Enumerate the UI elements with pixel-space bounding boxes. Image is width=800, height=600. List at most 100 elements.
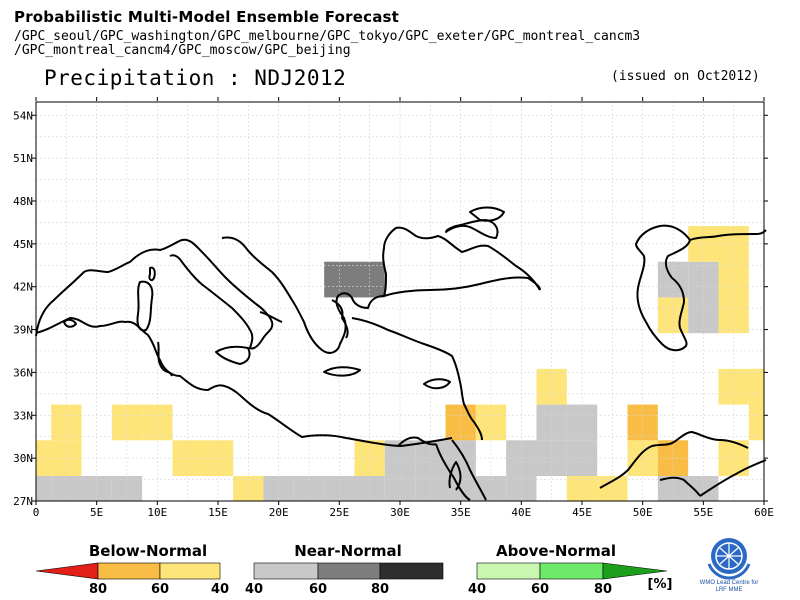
coastline-sicily [215, 345, 251, 365]
forecast-cell-0 [36, 476, 52, 501]
x-tick-label: 20E [269, 506, 289, 519]
coastline-balkans [221, 236, 385, 354]
coastline-sardinia [136, 280, 154, 332]
legend-swatch-near-40 [253, 562, 319, 580]
forecast-cell-4 [36, 440, 52, 476]
legend-title-below: Below-Normal [89, 542, 207, 560]
coastline-red-sea [435, 439, 487, 501]
y-tick-label: 51N [13, 152, 33, 165]
x-tick-label: 25E [329, 506, 349, 519]
forecast-cell-49 [718, 261, 749, 298]
coastline-balearic [63, 318, 77, 328]
forecast-cell-45 [688, 297, 719, 334]
forecast-cell-15 [354, 476, 385, 501]
wmo-logo-text: WMO Lead Centre for LRF MME [684, 580, 774, 594]
legend-swatch-below-40 [159, 562, 221, 580]
y-tick-label: 45N [13, 238, 33, 251]
coastline-turkey-south [351, 317, 483, 441]
x-tick-label: 55E [693, 506, 713, 519]
legend-unit: [%] [648, 577, 673, 592]
forecast-cell-16 [384, 476, 416, 501]
issued-date: (issued on Oct2012) [611, 69, 760, 84]
coastline-crete [323, 366, 361, 377]
forecast-cell-14 [324, 476, 355, 501]
legend-label-below: 80 [89, 582, 107, 597]
x-tick-label: 45E [572, 506, 592, 519]
forecast-cell-52 [324, 261, 355, 298]
x-tick-label: 50E [633, 506, 653, 519]
legend-label-near: 80 [371, 582, 389, 597]
wmo-logo-line2: LRF MME [715, 587, 743, 593]
x-tick-label: 40E [511, 506, 531, 519]
coastline-italy-heel [259, 311, 283, 323]
forecast-cell-48 [688, 261, 719, 298]
legend-label-near: 60 [309, 582, 327, 597]
coastline-persian-gulf [599, 431, 749, 497]
legend-swatch-below-60 [97, 562, 161, 580]
legend-label-above: 40 [468, 582, 486, 597]
y-tick-label: 39N [13, 324, 33, 337]
y-axis: 27N 30N 33N 36N 39N 42N 45N 48N 51N 54N [13, 109, 768, 508]
forecast-cell-17 [415, 476, 446, 501]
coastline-aegean [331, 299, 349, 339]
y-tick-label: 54N [13, 109, 33, 122]
legend-label-below: 60 [151, 582, 169, 597]
forecast-cell-11 [233, 476, 264, 501]
legend-swatch-below-80 [35, 562, 99, 580]
y-tick-label: 48N [13, 195, 33, 208]
forecast-cell-13 [293, 476, 325, 501]
legend-label-above: 60 [531, 582, 549, 597]
probability-cells [36, 226, 764, 501]
coastline-france-italy [129, 238, 274, 350]
forecast-cell-2 [81, 476, 112, 501]
x-axis: 0 5E 10E 15E 20E 25E 30E 35E 40E 45E 50E 55E 60E [33, 97, 774, 519]
model-list-line-1: /GPC_seoul/GPC_washington/GPC_melbourne/… [14, 29, 641, 44]
forecast-cell-46 [718, 297, 749, 334]
legend-swatch-above-40 [476, 562, 541, 580]
forecast-cell-41 [748, 404, 764, 441]
coastline-black-sea [382, 226, 541, 297]
x-tick-label: 5E [90, 506, 103, 519]
coastline-corsica [148, 266, 156, 282]
wmo-logo-line1: WMO Lead Centre for [699, 580, 759, 586]
coastline-azov [469, 206, 505, 222]
legend-title-near: Near-Normal [294, 542, 402, 560]
forecast-cell-33 [566, 476, 598, 501]
coastline-tunisia [157, 341, 173, 377]
y-tick-label: 27N [13, 495, 33, 508]
x-tick-label: 30E [390, 506, 410, 519]
x-tick-label: 15E [208, 506, 228, 519]
forecast-cell-3 [111, 476, 143, 501]
forecast-cell-1 [51, 476, 82, 501]
wmo-emblem-icon [707, 538, 751, 580]
coastlines [35, 206, 767, 501]
forecast-cell-20 [506, 476, 537, 501]
y-tick-label: 30N [13, 452, 33, 465]
legend-swatch-above-60 [539, 562, 604, 580]
y-tick-label: 36N [13, 366, 33, 379]
x-tick-label: 10E [147, 506, 167, 519]
coastline-cyprus [423, 378, 451, 390]
coastline-africa [35, 317, 453, 447]
model-list-line-2: /GPC_montreal_cancm4/GPC_moscow/GPC_beij… [14, 43, 351, 58]
coastline-crimea [445, 219, 499, 239]
legend-label-below: 40 [211, 582, 229, 597]
legend: Below-Normal 80 60 40 Near-Normal 40 60 80 Above… [35, 542, 673, 597]
legend-title-above: Above-Normal [496, 542, 616, 560]
coastline-iberia [35, 261, 131, 337]
legend-label-above: 80 [594, 582, 612, 597]
legend-swatch-near-60 [317, 562, 381, 580]
coastline-nile-delta [397, 436, 437, 447]
variable-title: Precipitation : NDJ2012 [44, 66, 347, 90]
y-tick-label: 33N [13, 409, 33, 422]
forecast-cell-53 [354, 261, 385, 298]
legend-swatch-near-80 [379, 562, 444, 580]
grid [35, 101, 765, 502]
legend-swatch-above-80 [602, 562, 668, 580]
coastline-iran-south [699, 459, 767, 497]
x-tick-label: 0 [33, 506, 40, 519]
legend-label-near: 40 [245, 582, 263, 597]
coastline-caspian-east [689, 229, 767, 241]
x-tick-label: 35E [451, 506, 471, 519]
